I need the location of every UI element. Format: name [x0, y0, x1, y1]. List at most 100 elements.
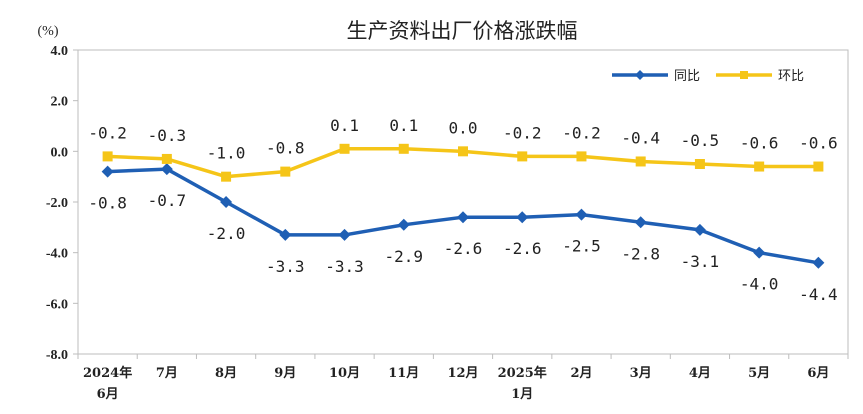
plot-frame — [77, 49, 849, 355]
x-tick-label: 12月 — [447, 366, 478, 381]
data-label: -3.3 — [266, 257, 305, 276]
data-label: -0.2 — [503, 123, 542, 142]
data-point — [398, 143, 409, 154]
data-point — [397, 218, 410, 231]
x-tick-label: 5月 — [748, 366, 770, 381]
plot-area: -0.8 -0.7 -2.0 -3.3 -3.3 -2.9 -2.6 -2.6 -2.5 -2.8… — [88, 116, 837, 304]
data-label: -1.0 — [207, 144, 246, 163]
x-tick-label: 4月 — [689, 366, 711, 381]
data-label: -2.5 — [562, 237, 601, 256]
data-point — [516, 211, 529, 224]
data-point — [161, 153, 172, 164]
data-point — [338, 228, 351, 241]
data-point — [339, 143, 350, 154]
x-tick-line: 2024年 — [83, 365, 132, 381]
x-tick-line: 1月 — [511, 387, 533, 402]
data-point — [220, 196, 233, 208]
y-tick-label: -4.0 — [46, 247, 68, 262]
data-point — [280, 166, 291, 177]
x-tick-label: 9月 — [274, 366, 296, 381]
series-mom — [102, 143, 824, 182]
data-point — [753, 246, 766, 259]
data-label: -2.9 — [385, 247, 424, 266]
legend-label: 环比 — [778, 69, 804, 84]
data-point — [102, 151, 113, 162]
data-label: 0.1 — [330, 116, 359, 135]
data-point — [457, 211, 469, 224]
y-tick-label: -2.0 — [46, 196, 68, 211]
y-tick-label: -6.0 — [46, 297, 68, 312]
legend-label: 同比 — [674, 69, 700, 84]
y-axis-unit: (%) — [38, 24, 59, 39]
data-label: -0.6 — [799, 134, 838, 153]
data-point — [693, 223, 706, 236]
x-tick-label: 11月 — [388, 366, 419, 381]
data-label: 0.0 — [449, 118, 478, 137]
data-label: -3.3 — [325, 257, 364, 276]
x-tick-label: 8月 — [215, 366, 237, 381]
x-tick-line: 3月 — [630, 366, 652, 381]
x-tick-label: 7月 — [156, 366, 178, 381]
data-label: -0.2 — [88, 123, 127, 142]
x-tick-line: 11月 — [388, 366, 419, 381]
series-yoy — [101, 163, 825, 269]
data-point — [101, 165, 114, 178]
y-tick-label: 0.0 — [51, 145, 69, 160]
y-tick-label: 2.0 — [51, 95, 69, 110]
data-label: -2.0 — [207, 224, 246, 243]
x-tick-label: 3月 — [630, 366, 652, 381]
x-tick-line: 2025年 — [498, 365, 547, 381]
data-label: -0.8 — [88, 194, 127, 213]
data-label: -0.6 — [740, 134, 779, 153]
x-tick-label: 2024年 6月 — [83, 365, 132, 402]
x-tick-line: 6月 — [97, 387, 119, 402]
data-point — [575, 208, 588, 221]
legend: 同比 环比 — [612, 69, 804, 84]
chart-title: 生产资料出厂价格涨跌幅 — [347, 19, 578, 43]
x-tick-line: 6月 — [807, 366, 829, 381]
data-label: -2.6 — [444, 239, 483, 258]
data-label: -0.5 — [681, 131, 720, 150]
data-label: -4.4 — [799, 285, 838, 304]
data-point — [635, 156, 646, 167]
data-point — [160, 163, 173, 176]
x-tick-line: 9月 — [274, 366, 296, 381]
data-label: 0.1 — [389, 116, 418, 135]
data-label: -4.0 — [740, 275, 779, 294]
data-label: -2.8 — [621, 244, 660, 263]
data-label: -2.6 — [503, 239, 542, 258]
data-point — [634, 216, 647, 229]
data-point — [517, 151, 528, 162]
data-point — [576, 151, 587, 162]
x-tick-line: 10月 — [329, 366, 360, 381]
data-point — [458, 146, 468, 157]
legend-swatch-marker — [635, 70, 645, 80]
x-tick-line: 4月 — [689, 366, 711, 381]
x-tick-line: 7月 — [156, 366, 178, 381]
x-tick-label: 2025年 1月 — [498, 365, 547, 402]
data-label: -0.8 — [266, 139, 305, 158]
data-point — [754, 161, 765, 172]
data-label: -0.4 — [621, 128, 660, 147]
data-label: -0.2 — [562, 123, 601, 142]
x-tick-line: 12月 — [447, 366, 478, 381]
y-tick-label: -8.0 — [46, 348, 68, 363]
legend-swatch-marker — [740, 71, 748, 79]
y-tick-label: 4.0 — [51, 44, 69, 59]
data-point — [812, 256, 825, 269]
data-point — [221, 171, 232, 182]
data-label: -3.1 — [681, 252, 720, 271]
x-tick-line: 5月 — [748, 366, 770, 381]
x-tick-label: 2月 — [570, 366, 592, 381]
data-point — [813, 161, 824, 172]
data-label: -0.7 — [148, 191, 187, 210]
data-point — [279, 228, 292, 241]
x-tick-line: 2月 — [570, 366, 592, 381]
x-tick-line: 8月 — [215, 366, 237, 381]
x-tick-label: 6月 — [807, 366, 829, 381]
data-label: -0.3 — [148, 126, 187, 145]
axes: 4.0 2.0 0.0 -2.0 -4.0 -6.0 -8.0 2024年 6月 7月 8月 9月 10… — [46, 44, 849, 402]
x-tick-label: 10月 — [329, 366, 360, 381]
data-point — [694, 159, 705, 169]
